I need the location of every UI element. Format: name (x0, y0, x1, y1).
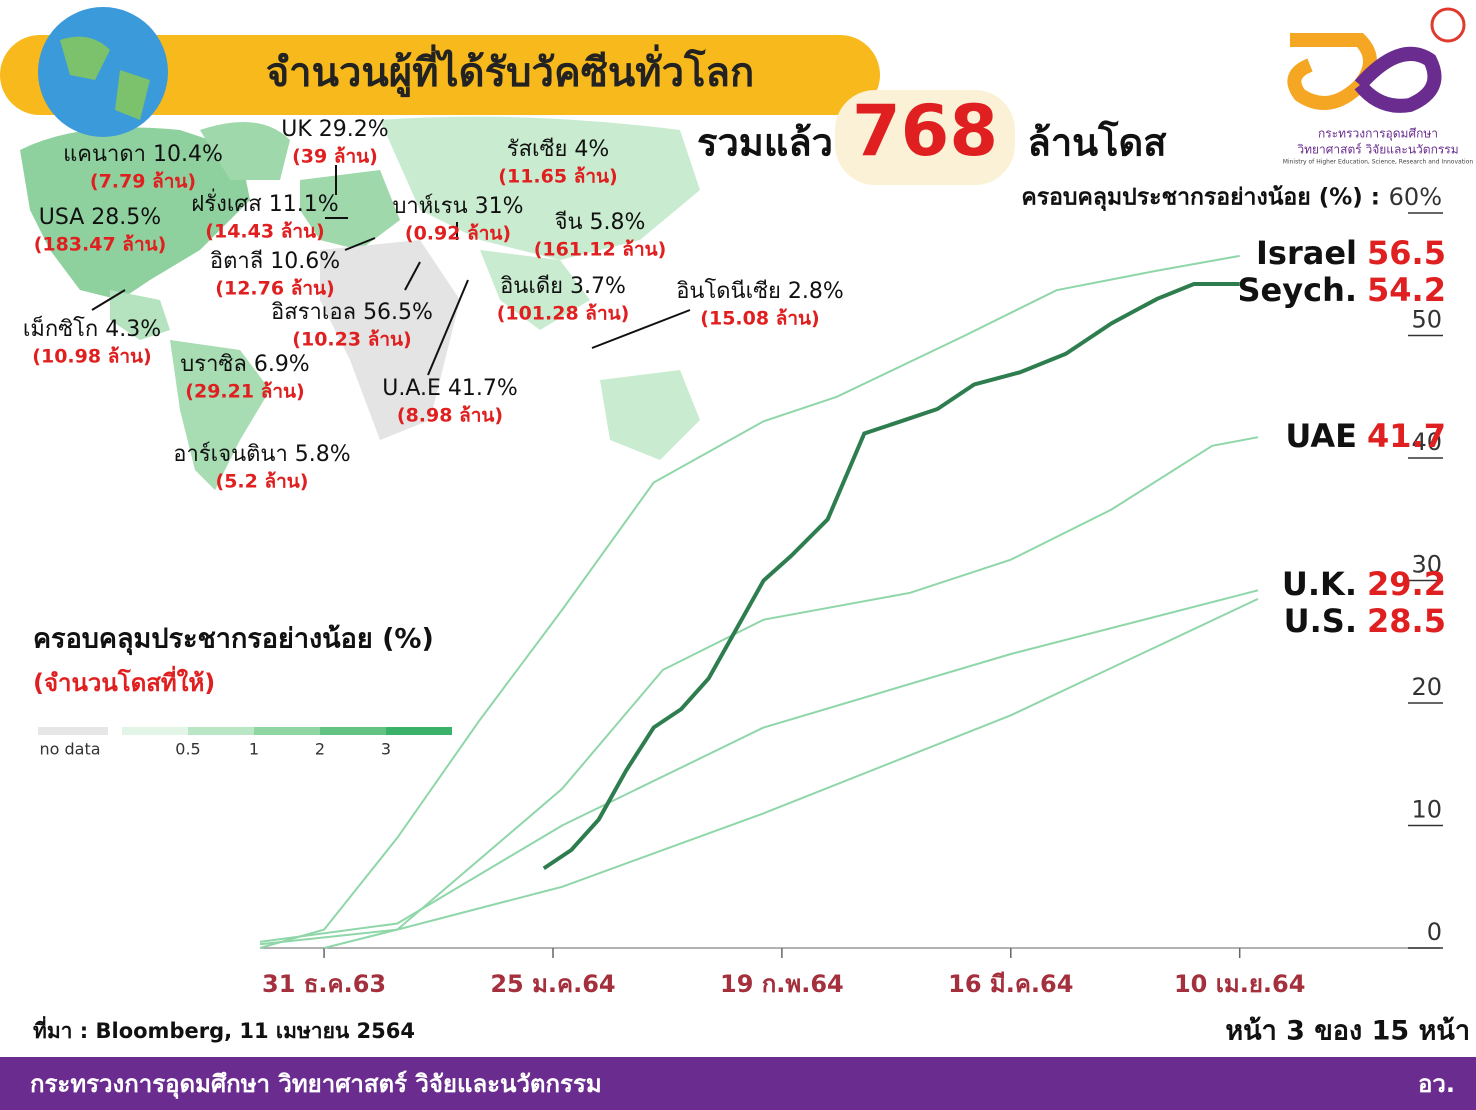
total-value: 768 (852, 90, 998, 172)
map-label: อาร์เจนตินา 5.8% (173, 442, 350, 467)
map-label: อิตาลี 10.6% (210, 249, 340, 274)
map-doses: (0.92 ล้าน) (405, 223, 511, 245)
map-doses: (5.2 ล้าน) (216, 471, 309, 493)
logo-text: Ministry of Higher Education, Science, R… (1283, 159, 1474, 166)
world-map (20, 116, 700, 490)
legend-label: 3 (381, 740, 391, 759)
logo (1287, 7, 1466, 113)
footer-ministry: กระทรวงการอุดมศึกษา วิทยาศาสตร์ วิจัยและ… (30, 1070, 602, 1100)
map-label: แคนาดา 10.4% (63, 142, 223, 167)
y-tick-label: 40 (1411, 428, 1442, 456)
map-label: อิสราเอล 56.5% (271, 300, 433, 325)
series-line (259, 597, 1259, 946)
logo-text: กระทรวงการอุดมศึกษา (1318, 127, 1438, 142)
map-label: UK 29.2% (281, 117, 388, 142)
map-doses: (15.08 ล้าน) (700, 308, 819, 330)
map-doses: (101.28 ล้าน) (497, 303, 630, 325)
map-label: อินเดีย 3.7% (500, 274, 626, 299)
map-doses: (7.79 ล้าน) (90, 171, 196, 193)
x-tick-label: 19 ก.พ.64 (720, 970, 844, 998)
series-value: 54.2 (1367, 271, 1446, 309)
globe-land (60, 36, 150, 120)
footer-bar (0, 1057, 1476, 1110)
series-value: 29.2 (1367, 565, 1446, 603)
series-value: 56.5 (1367, 234, 1446, 272)
map-doses: (10.98 ล้าน) (32, 346, 151, 368)
x-tick-label: 10 เม.ย.64 (1174, 970, 1305, 998)
total-suffix: ล้านโดส (1028, 120, 1168, 165)
legend-swatch (386, 727, 452, 735)
map-label: บาห์เรน 31% (392, 194, 523, 219)
series-line (259, 254, 1240, 949)
map-doses: (183.47 ล้าน) (34, 234, 167, 256)
series-line (542, 282, 1240, 871)
map-label: USA 28.5% (39, 205, 161, 230)
map-doses: (39 ล้าน) (292, 146, 378, 168)
legend-label: 0.5 (175, 740, 200, 759)
legend-swatch (122, 727, 188, 735)
series-line (323, 436, 1259, 949)
page-number: หน้า 3 ของ 15 หน้า (1225, 1016, 1470, 1047)
total-box (835, 90, 1015, 185)
legend-subtitle: (จำนวนโดสที่ให้) (33, 665, 215, 697)
total-prefix: รวมแล้ว (697, 121, 833, 165)
series-line (259, 589, 1259, 943)
x-tick-label: 31 ธ.ค.63 (262, 970, 386, 998)
map-label: บราซิล 6.9% (180, 352, 309, 377)
series-value: 28.5 (1367, 602, 1446, 640)
y-tick-label: 0 (1427, 918, 1442, 946)
map-doses: (8.98 ล้าน) (397, 405, 503, 427)
legend-swatch (320, 727, 386, 735)
y-tick-label: 50 (1411, 306, 1442, 334)
map-label: U.A.E 41.7% (382, 376, 518, 401)
map-label: อินโดนีเซีย 2.8% (676, 278, 844, 304)
legend-swatch (254, 727, 320, 735)
map-doses: (14.43 ล้าน) (205, 221, 324, 243)
x-tick-label: 25 ม.ค.64 (490, 970, 615, 998)
y-tick-label: 10 (1411, 796, 1442, 824)
legend-swatch (38, 727, 108, 735)
legend-label: 1 (249, 740, 259, 759)
map-doses: (11.65 ล้าน) (498, 166, 617, 188)
series-name: Israel (1256, 234, 1357, 272)
series-name: U.K. (1282, 565, 1357, 603)
x-tick-label: 16 มี.ค.64 (948, 970, 1073, 998)
y-tick-label: 30 (1411, 551, 1442, 579)
map-label: รัสเซีย 4% (507, 137, 609, 162)
logo-text: วิทยาศาสตร์ วิจัยและนวัตกรรม (1297, 143, 1459, 157)
title: จำนวนผู้ที่ได้รับวัคซีนทั่วโลก (266, 44, 755, 97)
map-doses: (12.76 ล้าน) (215, 278, 334, 300)
legend-label: no data (39, 740, 100, 759)
legend-swatch (188, 727, 254, 735)
y-tick-label: 60% (1389, 183, 1442, 211)
footer-short: อว. (1418, 1070, 1455, 1098)
series-name: Seych. (1237, 271, 1357, 309)
header-bar (0, 35, 880, 115)
map-label: ฝรั่งเศส 11.1% (191, 188, 338, 217)
source: ที่มา : Bloomberg, 11 เมษายน 2564 (33, 1015, 415, 1043)
y-tick-label: 20 (1411, 673, 1442, 701)
series-name: U.S. (1284, 602, 1357, 640)
map-doses: (10.23 ล้าน) (292, 329, 411, 351)
legend-label: 2 (315, 740, 325, 759)
map-arrows (91, 165, 691, 376)
map-doses: (29.21 ล้าน) (185, 381, 304, 403)
y-axis-label: ครอบคลุมประชากรอย่างน้อย (%) : (1021, 185, 1380, 212)
map-label: เม็กซิโก 4.3% (23, 314, 161, 342)
map-label: จีน 5.8% (554, 210, 645, 235)
map-doses: (161.12 ล้าน) (534, 239, 667, 261)
series-name: UAE (1285, 417, 1357, 455)
legend-title: ครอบคลุมประชากรอย่างน้อย (%) (33, 624, 434, 656)
series-value: 41.7 (1367, 417, 1446, 455)
globe (38, 7, 168, 137)
